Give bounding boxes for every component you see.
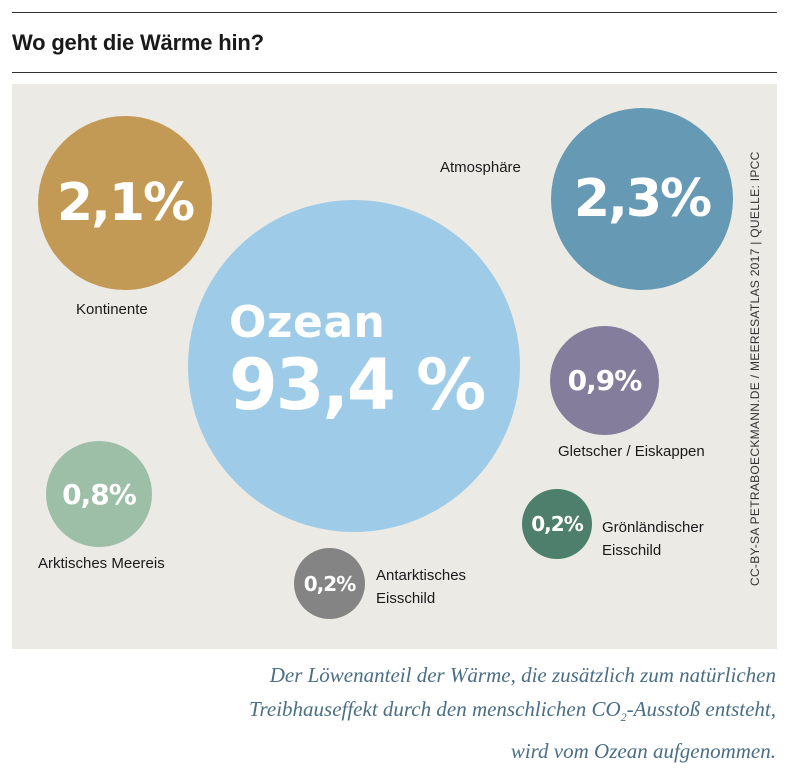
caption-line1: Der Löwenanteil der Wärme, die zusätzlic… bbox=[269, 663, 776, 687]
chart-title: Wo geht die Wärme hin? bbox=[12, 30, 264, 55]
label-groenland-line1: Grönländischer bbox=[602, 519, 704, 536]
gletscher-value: 0,9% bbox=[567, 364, 643, 397]
ozean-label: Ozean bbox=[229, 297, 386, 348]
label-groenland-line2: Eisschild bbox=[602, 542, 662, 559]
label-antarktis-line1: Antarktisches bbox=[376, 567, 467, 584]
caption-line2-sub: 2 bbox=[620, 710, 627, 725]
caption-line2-b: -Ausstoß entsteht, bbox=[626, 697, 776, 721]
label-arktis: Arktisches Meereis bbox=[38, 555, 165, 572]
caption-line2: Treibhauseffekt durch den menschlichen C… bbox=[76, 692, 776, 734]
label-antarktis: Antarktisches Eisschild bbox=[376, 564, 466, 610]
caption-line3: wird vom Ozean aufgenommen. bbox=[510, 739, 776, 764]
title-rule bbox=[12, 72, 777, 73]
caption-line2-a: Treibhauseffekt durch den menschlichen C… bbox=[248, 697, 621, 721]
bubble-ozean: Ozean 93,4 % bbox=[188, 200, 520, 532]
label-gletscher: Gletscher / Eiskappen bbox=[558, 443, 705, 460]
groenland-value: 0,2% bbox=[531, 512, 583, 536]
arktis-value: 0,8% bbox=[62, 477, 137, 511]
source-note: CC-BY-SA PETRABOECKMANN.DE / MEERESATLAS… bbox=[748, 151, 762, 586]
bubble-gletscher: 0,9% bbox=[550, 326, 659, 435]
label-antarktis-line2: Eisschild bbox=[376, 590, 436, 607]
label-kontinente: Kontinente bbox=[76, 301, 148, 318]
atmosphaere-value: 2,3% bbox=[573, 169, 712, 229]
label-groenland: Grönländischer Eisschild bbox=[602, 516, 704, 562]
kontinente-value: 2,1% bbox=[56, 173, 195, 233]
bubble-groenland: 0,2% bbox=[522, 489, 592, 559]
bubble-antarktis: 0,2% bbox=[294, 548, 365, 619]
caption: Der Löwenanteil der Wärme, die zusätzlic… bbox=[76, 658, 776, 768]
bubble-atmosphaere: 2,3% bbox=[551, 108, 733, 290]
bubble-kontinente: 2,1% bbox=[38, 116, 212, 290]
antarktis-value: 0,2% bbox=[303, 571, 356, 596]
ozean-value: 93,4 % bbox=[229, 344, 486, 426]
bubble-arktis: 0,8% bbox=[46, 441, 152, 547]
top-rule bbox=[12, 12, 777, 13]
label-atmosphaere: Atmosphäre bbox=[440, 159, 521, 176]
